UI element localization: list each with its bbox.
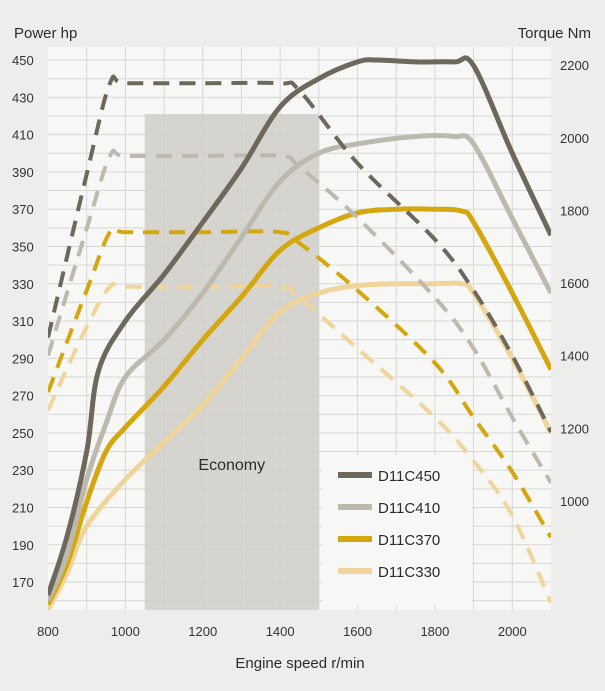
legend: D11C450 D11C410 D11C370 D11C330: [322, 455, 472, 605]
curves-layer: [48, 55, 551, 610]
left-tick-label: 170: [12, 575, 34, 590]
right-tick-label: 1000: [560, 494, 589, 509]
x-tick-label: 800: [37, 624, 59, 639]
right-tick-label: 1600: [560, 276, 589, 291]
power-line-d11c370: [48, 206, 551, 606]
economy-zone: [144, 114, 319, 610]
x-tick-label: 1400: [266, 624, 295, 639]
left-tick-label: 350: [12, 239, 34, 254]
right-tick-label: 2000: [560, 131, 589, 146]
right-tick-label: 1800: [560, 203, 589, 218]
left-tick-label: 210: [12, 500, 34, 515]
torque-line-d11c410: [48, 148, 551, 484]
legend-label-d11c450: D11C450: [378, 468, 440, 485]
legend-label-d11c370: D11C370: [378, 532, 440, 549]
x-tick-label: 1200: [188, 624, 217, 639]
left-tick-label: 270: [12, 389, 34, 404]
torque-line-d11c450: [48, 74, 551, 433]
legend-background: [322, 455, 472, 605]
legend-label-d11c330: D11C330: [378, 564, 440, 581]
x-axis-title: Engine speed r/min: [235, 655, 364, 672]
x-tick-label: 1800: [420, 624, 449, 639]
left-tick-label: 370: [12, 202, 34, 217]
left-tick-label: 390: [12, 165, 34, 180]
left-tick-label: 250: [12, 426, 34, 441]
economy-label: Economy: [198, 457, 265, 474]
plot-area: Economy 170 190 210 230 250 270 290 310 330 350 370…: [12, 47, 589, 639]
x-tick-label: 1600: [343, 624, 372, 639]
right-tick-label: 1200: [560, 421, 589, 436]
x-tick-label: 2000: [498, 624, 527, 639]
torque-line-d11c370: [48, 225, 551, 539]
legend-label-d11c410: D11C410: [378, 500, 440, 517]
left-tick-label: 190: [12, 538, 34, 553]
left-tick-label: 310: [12, 314, 34, 329]
left-tick-label: 330: [12, 277, 34, 292]
power-line-d11c410: [48, 133, 551, 602]
power-line-d11c450: [48, 55, 551, 596]
left-tick-label: 230: [12, 463, 34, 478]
left-tick-label: 430: [12, 90, 34, 105]
left-tick-label: 290: [12, 351, 34, 366]
left-tick-label: 450: [12, 53, 34, 68]
right-axis-title: Torque Nm: [518, 25, 591, 42]
x-tick-label: 1000: [111, 624, 140, 639]
right-tick-label: 2200: [560, 58, 589, 73]
right-tick-label: 1400: [560, 349, 589, 364]
power-line-d11c330: [48, 280, 551, 610]
left-tick-label: 410: [12, 128, 34, 143]
torque-line-d11c330: [48, 281, 551, 604]
left-axis-title: Power hp: [14, 25, 77, 42]
